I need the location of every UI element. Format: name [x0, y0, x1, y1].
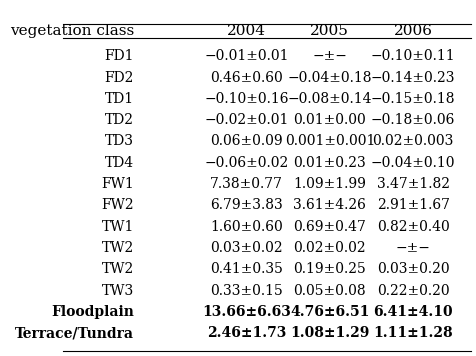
Text: 6.41±4.10: 6.41±4.10	[373, 305, 452, 319]
Text: 1.11±1.28: 1.11±1.28	[373, 326, 452, 340]
Text: 0.03±0.02: 0.03±0.02	[210, 241, 282, 255]
Text: Floodplain: Floodplain	[51, 305, 134, 319]
Text: −±−: −±−	[395, 241, 430, 255]
Text: 0.22±0.20: 0.22±0.20	[376, 284, 448, 298]
Text: TD2: TD2	[105, 113, 134, 127]
Text: 0.82±0.40: 0.82±0.40	[376, 220, 448, 234]
Text: 1.60±0.60: 1.60±0.60	[210, 220, 282, 234]
Text: TD4: TD4	[105, 156, 134, 170]
Text: 6.79±3.83: 6.79±3.83	[210, 198, 282, 213]
Text: 2.91±1.67: 2.91±1.67	[376, 198, 449, 213]
Text: −0.01±0.01: −0.01±0.01	[204, 49, 288, 63]
Text: 0.06±0.09: 0.06±0.09	[210, 135, 282, 148]
Text: −0.02±0.01: −0.02±0.01	[204, 113, 288, 127]
Text: 0.01±0.23: 0.01±0.23	[293, 156, 366, 170]
Text: 2006: 2006	[393, 25, 432, 38]
Text: 0.001±0.001: 0.001±0.001	[284, 135, 374, 148]
Text: −0.18±0.06: −0.18±0.06	[370, 113, 455, 127]
Text: 0.19±0.25: 0.19±0.25	[293, 262, 366, 276]
Text: 0.01±0.00: 0.01±0.00	[293, 113, 366, 127]
Text: 0.05±0.08: 0.05±0.08	[293, 284, 366, 298]
Text: −0.10±0.16: −0.10±0.16	[204, 92, 288, 106]
Text: FD1: FD1	[104, 49, 134, 63]
Text: FW2: FW2	[101, 198, 134, 213]
Text: 0.02±0.02: 0.02±0.02	[293, 241, 366, 255]
Text: 0.46±0.60: 0.46±0.60	[210, 70, 282, 84]
Text: TW3: TW3	[101, 284, 134, 298]
Text: 0.69±0.47: 0.69±0.47	[293, 220, 366, 234]
Text: 3.61±4.26: 3.61±4.26	[293, 198, 366, 213]
Text: 4.76±6.51: 4.76±6.51	[289, 305, 369, 319]
Text: FW1: FW1	[101, 177, 134, 191]
Text: 2005: 2005	[310, 25, 348, 38]
Text: 0.03±0.20: 0.03±0.20	[376, 262, 448, 276]
Text: 0.41±0.35: 0.41±0.35	[209, 262, 282, 276]
Text: −0.04±0.18: −0.04±0.18	[287, 70, 371, 84]
Text: −0.10±0.11: −0.10±0.11	[370, 49, 455, 63]
Text: 2004: 2004	[227, 25, 266, 38]
Text: 2.46±1.73: 2.46±1.73	[207, 326, 286, 340]
Text: −0.15±0.18: −0.15±0.18	[370, 92, 455, 106]
Text: 7.38±0.77: 7.38±0.77	[209, 177, 282, 191]
Text: 0.33±0.15: 0.33±0.15	[210, 284, 282, 298]
Text: 0.02±0.003: 0.02±0.003	[372, 135, 453, 148]
Text: 1.09±1.99: 1.09±1.99	[293, 177, 366, 191]
Text: TW1: TW1	[101, 220, 134, 234]
Text: −0.04±0.10: −0.04±0.10	[370, 156, 455, 170]
Text: vegetation class: vegetation class	[10, 25, 134, 38]
Text: −0.06±0.02: −0.06±0.02	[204, 156, 288, 170]
Text: −0.14±0.23: −0.14±0.23	[370, 70, 455, 84]
Text: 3.47±1.82: 3.47±1.82	[376, 177, 449, 191]
Text: −0.08±0.14: −0.08±0.14	[287, 92, 371, 106]
Text: TD3: TD3	[105, 135, 134, 148]
Text: 13.66±6.63: 13.66±6.63	[202, 305, 290, 319]
Text: TW2: TW2	[101, 241, 134, 255]
Text: TD1: TD1	[105, 92, 134, 106]
Text: Terrace/Tundra: Terrace/Tundra	[15, 326, 134, 340]
Text: FD2: FD2	[104, 70, 134, 84]
Text: TW2: TW2	[101, 262, 134, 276]
Text: −±−: −±−	[312, 49, 347, 63]
Text: 1.08±1.29: 1.08±1.29	[289, 326, 369, 340]
